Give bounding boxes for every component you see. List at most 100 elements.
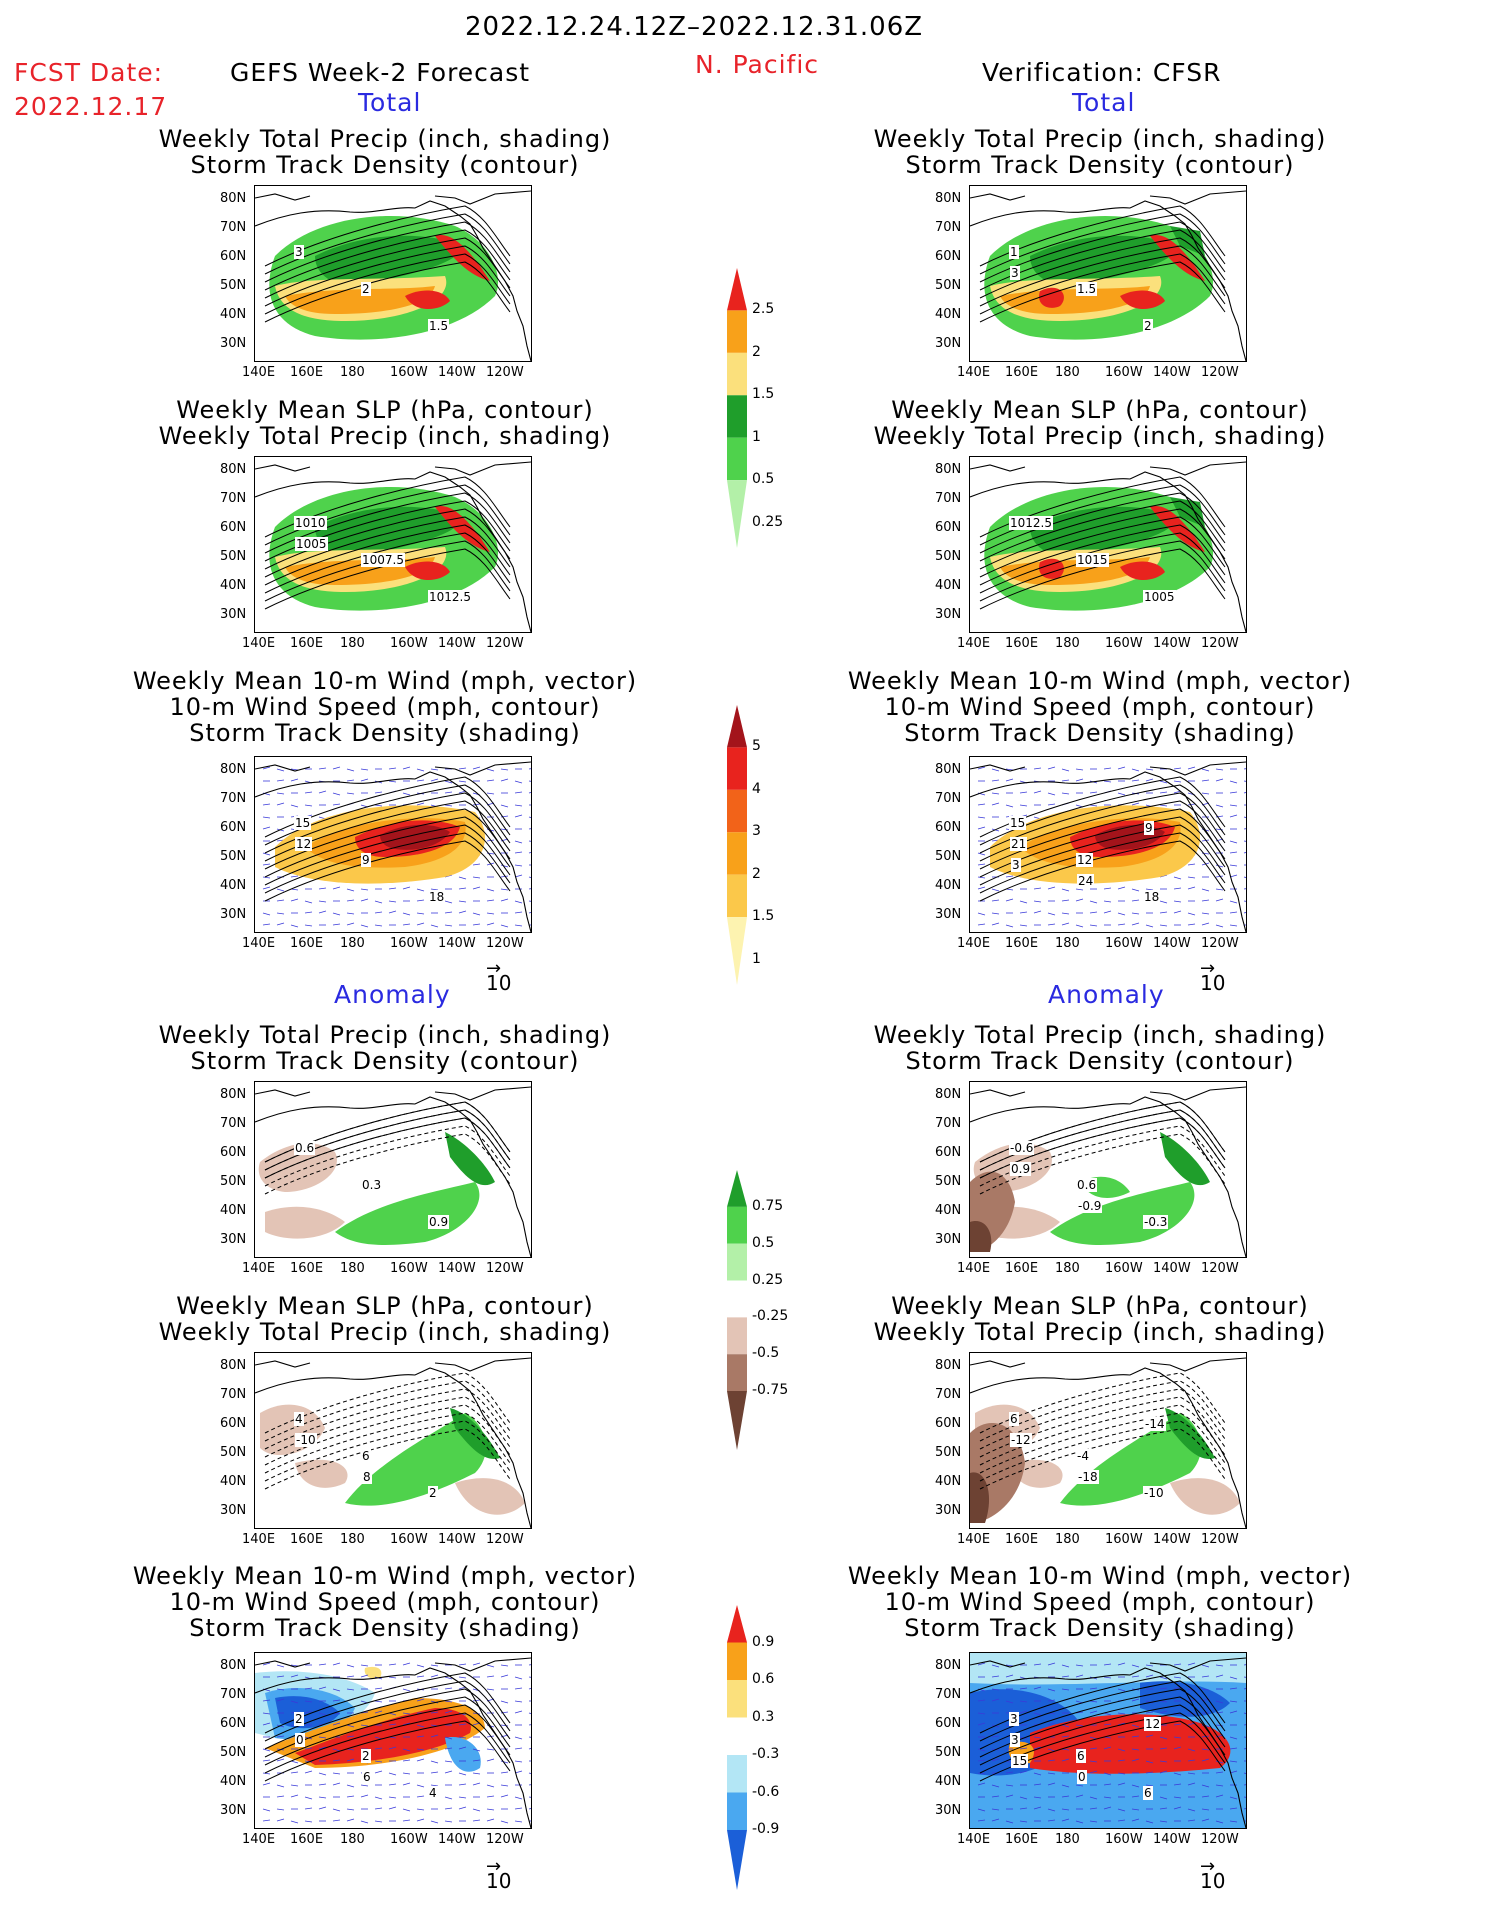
contour-label: -0.3 bbox=[1143, 1215, 1169, 1229]
lat-tick: 50N bbox=[220, 849, 247, 864]
lon-tick: 160W bbox=[1105, 636, 1143, 651]
lon-tick: 140W bbox=[1153, 365, 1191, 380]
contour-label: 1015 bbox=[1076, 553, 1109, 567]
title-v3: Weekly Mean 10-m Wind (mph, vector) 10-m … bbox=[847, 667, 1353, 747]
contour-label: 18 bbox=[428, 890, 446, 904]
lon-tick: 160E bbox=[290, 1832, 324, 1847]
contour-label: 12 bbox=[1076, 853, 1094, 867]
lat-tick: 50N bbox=[935, 849, 962, 864]
lon-tick: 140E bbox=[957, 936, 991, 951]
lat-tick: 80N bbox=[935, 191, 962, 206]
lat-tick: 40N bbox=[220, 578, 247, 593]
lat-tick: 80N bbox=[935, 462, 962, 477]
contour-label: 0 bbox=[1077, 1770, 1087, 1784]
colorbar-label: 0.25 bbox=[752, 1271, 784, 1288]
contour-label: 3 bbox=[1010, 1733, 1020, 1747]
lat-tick: 40N bbox=[220, 1774, 247, 1789]
lat-tick: 40N bbox=[935, 307, 962, 322]
contour-label: 6 bbox=[1076, 1749, 1086, 1763]
lon-tick: 160E bbox=[290, 365, 324, 380]
map-svg bbox=[970, 461, 1246, 632]
contour-label: -0.6 bbox=[1009, 1141, 1035, 1155]
lon-tick: 140W bbox=[1153, 936, 1191, 951]
colorbar-label: 0.5 bbox=[752, 471, 775, 488]
vector-ref-f3: → 10 bbox=[486, 958, 512, 995]
colorbar-label: -0.6 bbox=[752, 1783, 780, 1800]
date-range-title: 2022.12.24.12Z–2022.12.31.06Z bbox=[465, 12, 924, 42]
lon-tick: 180 bbox=[1055, 1832, 1080, 1847]
lon-tick: 120W bbox=[486, 1832, 524, 1847]
colorbar-label: 0.3 bbox=[752, 1708, 775, 1725]
contour-label: 1 bbox=[1009, 245, 1019, 259]
lon-tick: 160W bbox=[390, 365, 428, 380]
lat-tick: 50N bbox=[220, 1745, 247, 1760]
lat-tick: 60N bbox=[220, 820, 247, 835]
lat-tick: 80N bbox=[220, 1087, 247, 1102]
lat-tick: 80N bbox=[935, 762, 962, 777]
lon-tick: 140W bbox=[1153, 1261, 1191, 1276]
lon-tick: 160W bbox=[390, 636, 428, 651]
lon-tick: 180 bbox=[340, 1532, 365, 1547]
contour-label: 18 bbox=[1143, 890, 1161, 904]
contour-label: 2 bbox=[294, 1712, 304, 1726]
lat-tick: 80N bbox=[220, 762, 247, 777]
lon-tick: 160E bbox=[290, 936, 324, 951]
colorbar-label: -0.75 bbox=[752, 1382, 789, 1399]
contour-label: 8 bbox=[362, 1470, 372, 1484]
title-f6: Weekly Mean 10-m Wind (mph, vector) 10-m … bbox=[132, 1562, 638, 1642]
lon-tick: 180 bbox=[340, 1832, 365, 1847]
section-anomaly-right: Anomaly bbox=[1048, 980, 1165, 1009]
verification-title: Verification: CFSR bbox=[982, 58, 1222, 87]
lon-tick: 140W bbox=[438, 636, 476, 651]
title-f4: Weekly Total Precip (inch, shading) Storm… bbox=[158, 1021, 612, 1075]
lat-tick: 60N bbox=[935, 1145, 962, 1160]
map-svg bbox=[255, 1357, 531, 1528]
contour-label: 9 bbox=[1144, 821, 1154, 835]
lon-tick: 160W bbox=[1105, 936, 1143, 951]
map-panel-f3 bbox=[254, 756, 532, 933]
lon-tick: 180 bbox=[1055, 636, 1080, 651]
section-anomaly-left: Anomaly bbox=[334, 980, 451, 1009]
title-v4: Weekly Total Precip (inch, shading) Storm… bbox=[873, 1021, 1327, 1075]
lat-tick: 30N bbox=[935, 907, 962, 922]
colorbar-label: 1 bbox=[752, 950, 761, 967]
lat-tick: 60N bbox=[935, 1716, 962, 1731]
lat-tick: 40N bbox=[935, 878, 962, 893]
colorbar-label: -0.5 bbox=[752, 1345, 780, 1362]
contour-label: 1.5 bbox=[1076, 282, 1098, 296]
lon-tick: 160W bbox=[1105, 1832, 1143, 1847]
fcst-date-label: FCST Date: bbox=[14, 58, 164, 87]
lon-tick: 160W bbox=[390, 1261, 428, 1276]
lon-tick: 120W bbox=[486, 936, 524, 951]
lon-tick: 120W bbox=[1201, 1532, 1239, 1547]
lat-tick: 60N bbox=[935, 1416, 962, 1431]
vector-ref-v3: → 10 bbox=[1200, 958, 1226, 995]
colorbar-label: 0.5 bbox=[752, 1234, 775, 1251]
lat-tick: 70N bbox=[220, 1116, 247, 1131]
lon-tick: 140E bbox=[957, 1261, 991, 1276]
contour-label: 0.9 bbox=[1010, 1162, 1032, 1176]
colorbar-label: 5 bbox=[752, 738, 761, 755]
contour-label: 3 bbox=[1010, 266, 1020, 280]
lon-tick: 140W bbox=[1153, 636, 1191, 651]
lat-tick: 30N bbox=[220, 1803, 247, 1818]
lon-tick: 160E bbox=[290, 1532, 324, 1547]
lon-tick: 160E bbox=[1005, 636, 1039, 651]
lon-tick: 140E bbox=[242, 1261, 276, 1276]
title-f2: Weekly Mean SLP (hPa, contour) Weekly Tot… bbox=[158, 396, 612, 450]
lat-tick: 70N bbox=[935, 1116, 962, 1131]
lat-tick: 70N bbox=[220, 1687, 247, 1702]
lon-tick: 140E bbox=[242, 636, 276, 651]
lon-tick: 160W bbox=[1105, 365, 1143, 380]
contour-label: 2 bbox=[361, 1749, 371, 1763]
lat-tick: 70N bbox=[220, 791, 247, 806]
contour-label: 0.6 bbox=[1076, 1178, 1098, 1192]
lat-tick: 80N bbox=[220, 1658, 247, 1673]
vector-ref-f6: → 10 bbox=[486, 1856, 512, 1893]
contour-label: -0.9 bbox=[1077, 1199, 1103, 1213]
lat-tick: 80N bbox=[220, 1358, 247, 1373]
lat-tick: 70N bbox=[935, 791, 962, 806]
colorbar-label: 3 bbox=[752, 823, 761, 840]
colorbar-label: 0.9 bbox=[752, 1633, 775, 1650]
lon-tick: 140E bbox=[957, 1532, 991, 1547]
